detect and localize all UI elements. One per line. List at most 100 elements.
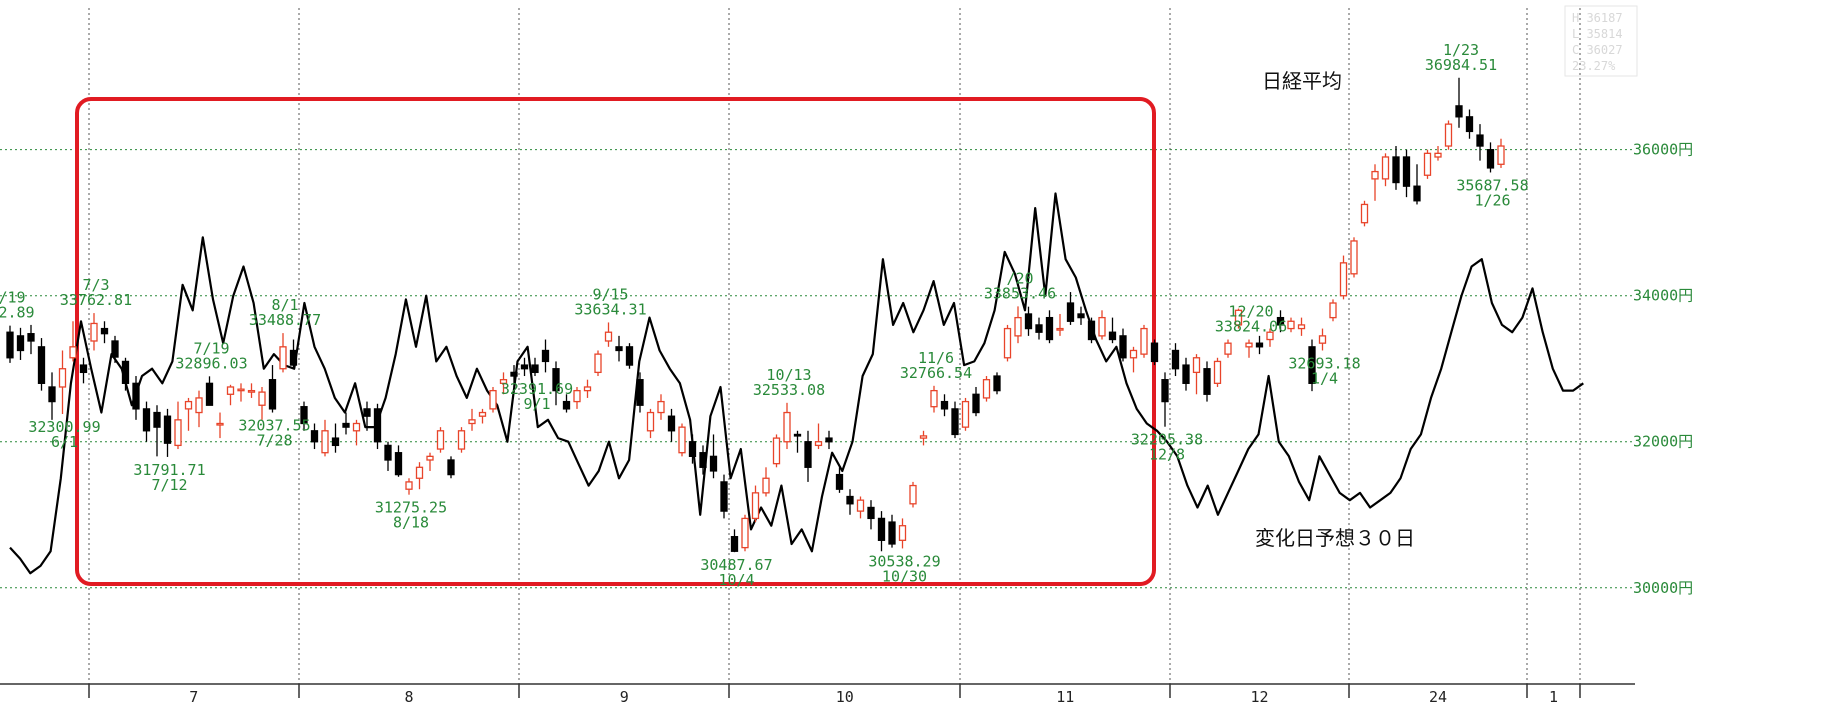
candle-down bbox=[79, 357, 88, 384]
candle-down bbox=[541, 339, 550, 373]
annotation-text: 33488.77 bbox=[249, 311, 321, 329]
annotation-text: 9/15 bbox=[592, 285, 628, 303]
candle-body bbox=[226, 386, 235, 395]
candle-body bbox=[132, 382, 140, 410]
candle-body bbox=[1371, 170, 1379, 180]
candle-up bbox=[1014, 306, 1022, 344]
candle-up bbox=[195, 390, 203, 428]
annotation-text: 30538.29 bbox=[868, 552, 940, 570]
candle-up bbox=[1497, 138, 1505, 168]
candle-down bbox=[531, 357, 539, 377]
candle-up bbox=[762, 467, 770, 497]
candle-down bbox=[163, 408, 172, 457]
candle-down bbox=[888, 514, 896, 548]
candle-up bbox=[405, 478, 413, 495]
candle-body bbox=[814, 441, 823, 447]
annotation-text: 10/13 bbox=[766, 366, 811, 384]
candle-up bbox=[426, 452, 434, 471]
price-annotations: /1972.8932300.996/17/333762.8131791.717/… bbox=[0, 41, 1529, 589]
candle-body bbox=[657, 400, 665, 414]
candle-up bbox=[279, 333, 287, 373]
candle-body bbox=[667, 415, 676, 432]
candle-body bbox=[16, 335, 25, 352]
candle-body bbox=[615, 346, 623, 352]
candle-body bbox=[100, 327, 109, 335]
candle-body bbox=[436, 430, 445, 450]
candle-down bbox=[1024, 306, 1033, 336]
candle-body bbox=[846, 495, 854, 505]
y-axis-labels: 30000円 32000円 34000円 36000円 bbox=[1633, 141, 1693, 597]
candle-up bbox=[909, 481, 917, 508]
candle-body bbox=[1045, 316, 1054, 341]
y-tick-label: 30000円 bbox=[1633, 579, 1693, 597]
candle-down bbox=[121, 357, 130, 391]
candle-body bbox=[636, 379, 644, 406]
candle-up bbox=[1350, 237, 1358, 278]
candle-body bbox=[1234, 309, 1243, 326]
candle-body bbox=[195, 397, 203, 414]
candle-body bbox=[940, 400, 949, 410]
candle-down bbox=[825, 430, 833, 450]
candle-body bbox=[1434, 152, 1442, 158]
candle-down bbox=[48, 372, 56, 420]
candle-up bbox=[321, 419, 329, 457]
candle-up bbox=[184, 397, 193, 431]
annotation-text: 12/8 bbox=[1149, 446, 1185, 464]
candle-body bbox=[1171, 349, 1180, 370]
candle-body bbox=[835, 473, 844, 490]
candle-body bbox=[930, 389, 938, 408]
x-tick-label: 24 bbox=[1429, 688, 1447, 706]
candle-body bbox=[1308, 346, 1316, 384]
candle-up bbox=[1056, 313, 1064, 336]
candle-body bbox=[583, 386, 592, 392]
candle-up bbox=[1318, 328, 1327, 351]
candle-down bbox=[520, 357, 529, 377]
candle-body bbox=[342, 422, 350, 428]
candle-down bbox=[331, 423, 340, 453]
candle-up bbox=[1297, 317, 1306, 336]
annotation-text: 32205.38 bbox=[1131, 431, 1203, 449]
x-tick-label: 1 bbox=[1549, 688, 1558, 706]
candle-up bbox=[258, 386, 266, 420]
candle-down bbox=[394, 445, 403, 477]
candle-down bbox=[363, 401, 371, 431]
candle-down bbox=[940, 394, 949, 417]
candle-down bbox=[625, 343, 634, 369]
candle-body bbox=[384, 444, 392, 461]
candle-body bbox=[478, 411, 487, 417]
candle-body bbox=[867, 506, 875, 520]
candle-body bbox=[1066, 302, 1075, 322]
candle-down bbox=[1182, 357, 1190, 391]
candle-body bbox=[772, 437, 781, 465]
candle-body bbox=[174, 419, 182, 447]
annotation-text: 32693.18 bbox=[1288, 354, 1360, 372]
candle-down bbox=[720, 474, 728, 519]
candle-body bbox=[447, 459, 455, 476]
candle-body bbox=[1024, 313, 1033, 330]
candle-body bbox=[793, 433, 802, 437]
price-annotation: 32300.996/1 bbox=[28, 418, 100, 451]
candle-down bbox=[153, 405, 161, 457]
annotation-text: 33634.31 bbox=[574, 300, 646, 318]
candle-down bbox=[667, 408, 676, 442]
price-annotation: 32693.181/4 bbox=[1288, 354, 1360, 387]
candle-up bbox=[468, 408, 476, 431]
candle-up bbox=[1213, 357, 1222, 387]
candle-body bbox=[1339, 262, 1348, 297]
price-annotation: /1972.89 bbox=[0, 289, 35, 322]
candle-down bbox=[1276, 310, 1285, 333]
candle-body bbox=[1318, 335, 1327, 344]
candle-up bbox=[583, 379, 592, 398]
annotation-text: 1/26 bbox=[1474, 191, 1510, 209]
candle-down bbox=[552, 361, 560, 406]
candle-body bbox=[1056, 327, 1064, 331]
candle-body bbox=[1329, 302, 1337, 319]
candle-up bbox=[604, 322, 613, 347]
candle-up bbox=[58, 350, 67, 414]
annotation-text: 11/6 bbox=[918, 349, 954, 367]
candle-down bbox=[688, 434, 697, 464]
candle-body bbox=[363, 408, 371, 417]
